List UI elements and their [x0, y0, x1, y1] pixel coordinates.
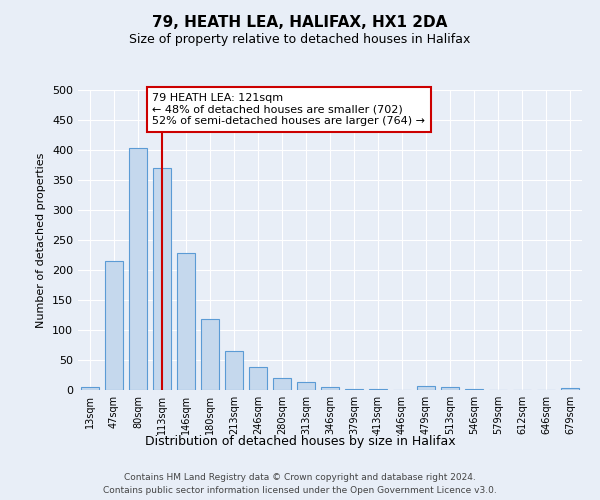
Bar	[153, 168, 171, 390]
Bar	[297, 382, 315, 390]
Text: Size of property relative to detached houses in Halifax: Size of property relative to detached ho…	[130, 32, 470, 46]
Bar	[249, 366, 267, 390]
Bar	[225, 351, 243, 390]
Text: Contains public sector information licensed under the Open Government Licence v3: Contains public sector information licen…	[103, 486, 497, 495]
Bar	[201, 319, 219, 390]
Bar	[561, 388, 579, 390]
Bar	[81, 387, 99, 390]
Bar	[177, 253, 195, 390]
Bar	[273, 378, 291, 390]
Text: Contains HM Land Registry data © Crown copyright and database right 2024.: Contains HM Land Registry data © Crown c…	[124, 472, 476, 482]
Bar	[129, 148, 147, 390]
Text: Distribution of detached houses by size in Halifax: Distribution of detached houses by size …	[145, 435, 455, 448]
Bar	[345, 389, 363, 390]
Bar	[441, 387, 459, 390]
Bar	[465, 389, 483, 390]
Bar	[417, 386, 435, 390]
Text: 79 HEATH LEA: 121sqm
← 48% of detached houses are smaller (702)
52% of semi-deta: 79 HEATH LEA: 121sqm ← 48% of detached h…	[152, 93, 425, 126]
Y-axis label: Number of detached properties: Number of detached properties	[37, 152, 46, 328]
Bar	[105, 261, 123, 390]
Bar	[321, 387, 339, 390]
Text: 79, HEATH LEA, HALIFAX, HX1 2DA: 79, HEATH LEA, HALIFAX, HX1 2DA	[152, 15, 448, 30]
